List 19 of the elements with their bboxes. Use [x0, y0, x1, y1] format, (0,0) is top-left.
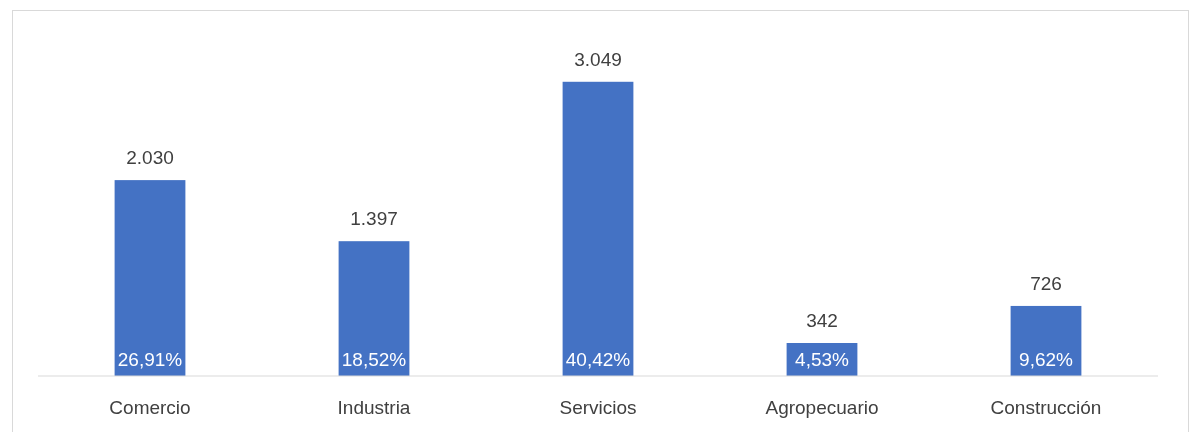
data-label: 1.397: [350, 208, 398, 230]
x-tick-label: Industria: [337, 397, 411, 418]
bar: [562, 81, 634, 376]
x-tick-label: Servicios: [559, 397, 637, 418]
data-label: 342: [806, 310, 838, 331]
bar: [338, 241, 410, 376]
x-tick-label: Comercio: [109, 397, 191, 418]
annotation: 4,53%: [795, 349, 850, 370]
data-label: 2.030: [126, 147, 174, 169]
data-label: 726: [1030, 272, 1062, 294]
annotation: 26,91%: [117, 349, 183, 370]
x-tick-label: Construcción: [990, 397, 1102, 418]
x-tick-label: Agropecuario: [765, 397, 879, 418]
data-label: 3.049: [574, 48, 622, 70]
annotation: 40,42%: [565, 349, 631, 370]
bar: [1010, 305, 1082, 376]
bar: [114, 180, 186, 376]
annotation: 9,62%: [1019, 349, 1074, 370]
annotation: 18,52%: [341, 349, 407, 370]
